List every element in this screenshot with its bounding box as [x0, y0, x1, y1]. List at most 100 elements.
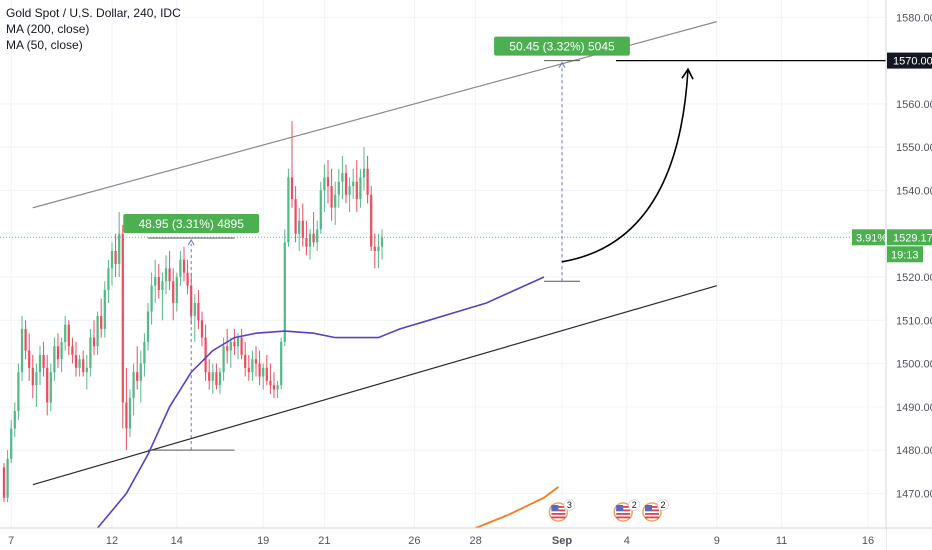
candle-body [262, 367, 265, 377]
candle-body [211, 372, 214, 381]
candle-body [298, 220, 301, 234]
lower-channel-line[interactable] [32, 285, 717, 486]
candle-body [46, 367, 49, 403]
event-markers[interactable]: 3 2 2 [548, 499, 669, 522]
candle-body [290, 177, 294, 200]
time-tick-label: 12 [106, 535, 118, 547]
measure-2-badge[interactable] [494, 36, 630, 56]
candle-body [150, 285, 153, 312]
candle-body [186, 272, 189, 286]
price-tick-label: 1500.00 [896, 359, 932, 371]
candle-body [24, 328, 27, 351]
us-flag-event-icon[interactable]: 2 [642, 499, 669, 522]
candle-body [20, 328, 24, 373]
time-tick-label: 28 [469, 535, 481, 547]
candle-body [10, 428, 13, 459]
candle-body [107, 268, 110, 290]
candle-body [265, 367, 268, 381]
candle-body [114, 251, 117, 264]
symbol-title[interactable]: Gold Spot / U.S. Dollar, 240, IDC [6, 6, 181, 20]
percent-change-tag[interactable] [852, 229, 885, 246]
candle-body [139, 363, 142, 381]
ma200-legend[interactable]: MA (200, close) [6, 22, 90, 36]
measure-1-badge[interactable] [123, 214, 260, 234]
annotations[interactable]: 48.95 (3.31%) 4895 50.45 (3.32%) 5045 [0, 36, 886, 451]
candle-body [269, 380, 272, 386]
flag-stripe [645, 516, 659, 519]
candle-body [251, 359, 254, 373]
target-price-label: 1570.00 [893, 56, 932, 68]
price-tick-label: 1470.00 [896, 488, 932, 500]
candle-body [56, 346, 60, 360]
candle-body [78, 359, 81, 368]
candle-body [35, 372, 38, 386]
projection-arrowhead [681, 67, 694, 80]
ma50-legend[interactable]: MA (50, close) [6, 38, 83, 52]
candle-body [200, 320, 204, 338]
time-tick-label: 21 [318, 535, 330, 547]
candle-body [17, 372, 20, 412]
ma50-line [96, 276, 545, 529]
us-flag-event-icon[interactable]: 2 [613, 499, 641, 522]
flag-canton [551, 505, 559, 511]
target-price-tag[interactable] [887, 52, 932, 69]
moving-averages [96, 276, 559, 529]
flag-canton [616, 505, 624, 511]
candle-body [182, 259, 186, 273]
projection-arrow[interactable] [561, 69, 689, 263]
candle-body [2, 467, 6, 498]
current-price-tag[interactable] [887, 229, 932, 246]
candle-body [334, 194, 337, 208]
candle-body [110, 251, 114, 269]
candle-body [89, 337, 92, 368]
percent-change-label: 3.91% [856, 232, 887, 244]
candle-body [92, 337, 96, 347]
time-axis[interactable]: 7 12 14 19 21 26 28 Sep 4 9 11 16 [0, 527, 932, 550]
current-price-label: 1529.17 [893, 232, 932, 244]
candle-body [370, 194, 373, 247]
measure-1-label: 48.95 (3.31%) 4895 [138, 217, 244, 231]
candle-body [258, 363, 261, 377]
price-tick-label: 1510.00 [896, 315, 932, 327]
candle-body [244, 354, 247, 368]
candle-body [136, 372, 139, 381]
candle-body [175, 276, 178, 303]
flag-canton [645, 505, 652, 511]
candle-body [348, 186, 351, 195]
time-tick-label: 4 [624, 535, 630, 547]
price-tick-label: 1560.00 [896, 99, 932, 111]
us-flag-event-icon[interactable]: 3 [548, 499, 576, 522]
time-tick-label: 14 [171, 535, 183, 547]
candle-body [96, 315, 99, 347]
candle-body [164, 268, 168, 282]
candle-body [301, 220, 304, 239]
candle-body [323, 177, 326, 191]
candle-body [128, 398, 132, 429]
candle-body [287, 177, 290, 243]
candle-body [193, 302, 196, 316]
candle-body [53, 346, 56, 373]
price-tick-label: 1550.00 [896, 142, 932, 154]
candle-body [316, 229, 319, 243]
measure-2-arrowhead [558, 61, 566, 68]
candle-body [28, 350, 31, 368]
event-count-bubble [563, 499, 576, 511]
candle-body [64, 324, 67, 342]
candle-body [74, 354, 78, 368]
candle-body [326, 177, 330, 187]
price-tick-label: 1490.00 [896, 402, 932, 414]
event-count-bubble [657, 499, 669, 511]
candle-body [222, 346, 225, 373]
candle-body [218, 372, 222, 386]
candle-body [308, 233, 312, 247]
candle-body [330, 186, 333, 208]
candle-body [319, 190, 322, 230]
price-axis[interactable]: 1470.00 1480.00 1490.00 1500.00 1510.00 1520.… [852, 0, 932, 550]
candle-body [215, 372, 218, 386]
candle-body [208, 372, 211, 381]
candle-body [283, 242, 286, 342]
candle-body [280, 341, 283, 386]
candle-body [121, 233, 124, 403]
candle-body [366, 168, 369, 195]
